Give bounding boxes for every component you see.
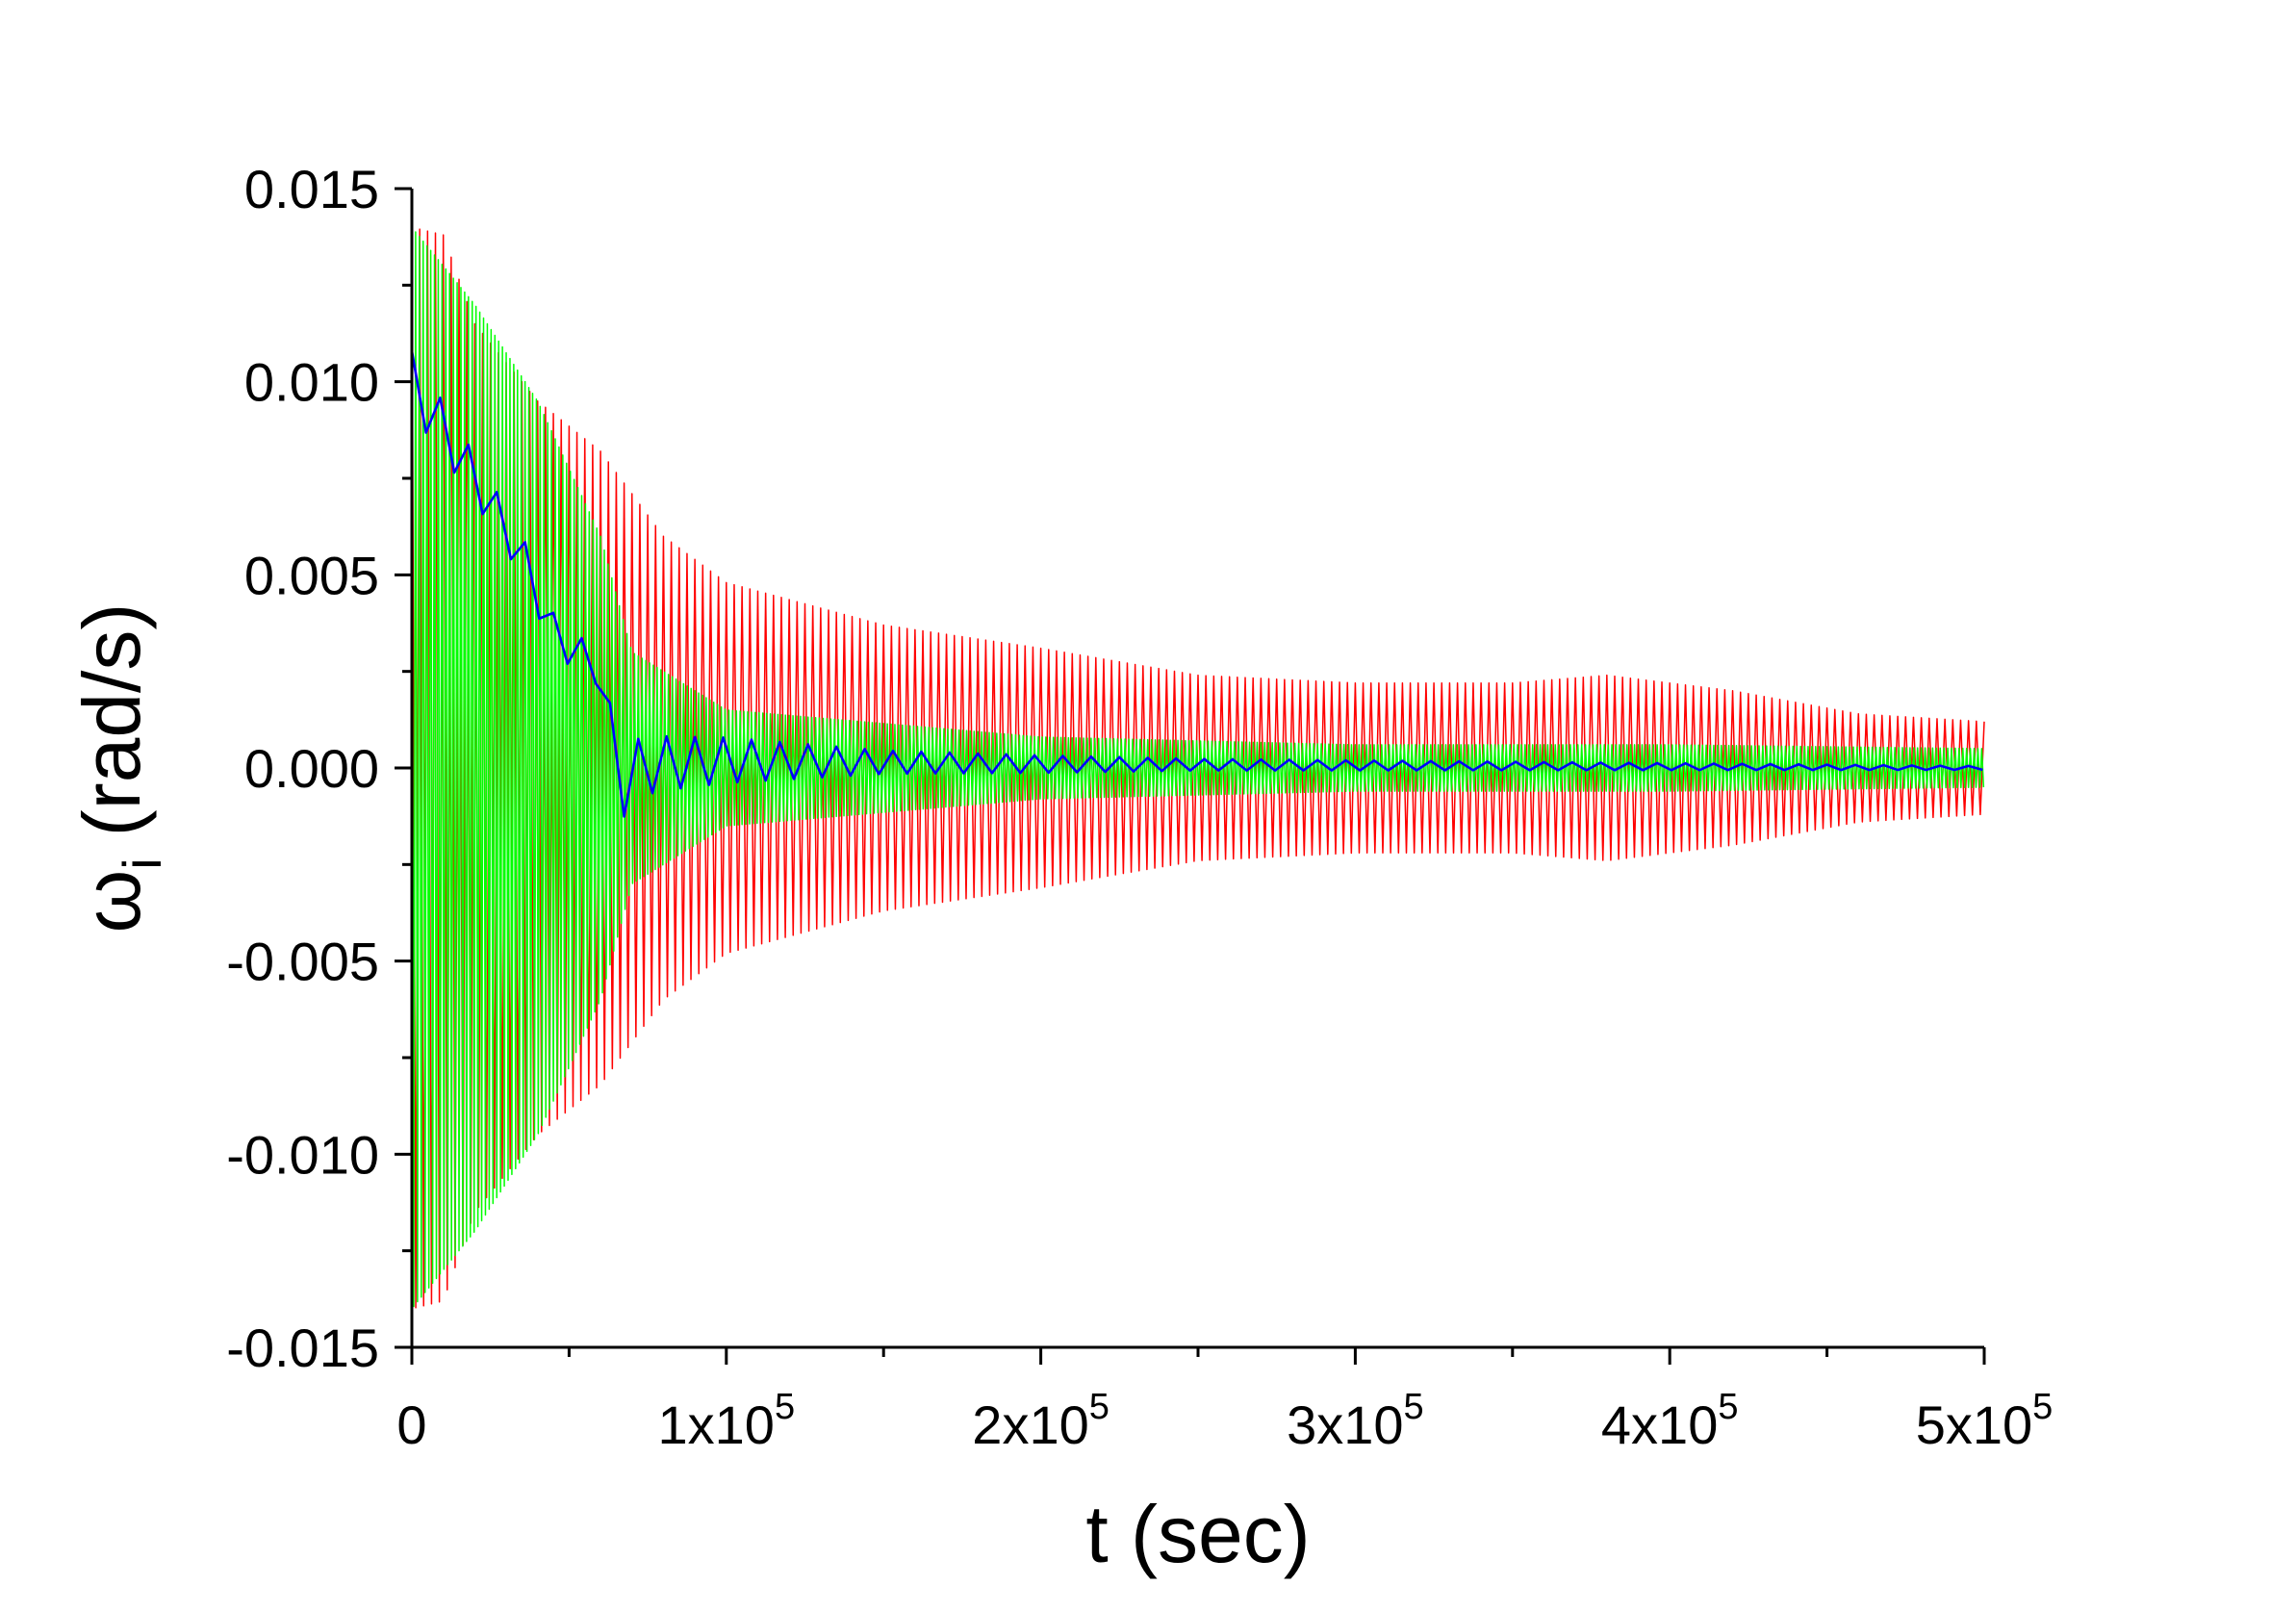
x-axis-title: t (sec) — [1085, 1489, 1310, 1579]
series-blue-line — [410, 350, 1983, 818]
y-tick-label: -0.010 — [226, 1124, 379, 1185]
ticks-layer: 0.015 0.010 0.005 0.000 -0.005 -0.010 -0.015 0 1… — [226, 159, 2053, 1455]
y-tick-label: 0.015 — [244, 159, 379, 219]
x-tick-label: 3x105 — [1287, 1387, 1424, 1455]
x-tick-label: 2x105 — [972, 1387, 1110, 1455]
x-tick-label: 4x105 — [1601, 1387, 1739, 1455]
y-axis-title: ωi (rad/s) — [66, 603, 172, 933]
series-layer — [410, 227, 1985, 1309]
y-tick-label: -0.015 — [226, 1317, 379, 1378]
series-green-line — [411, 227, 1985, 1308]
y-tick-label: 0.005 — [244, 545, 379, 605]
x-tick-label: 1x105 — [658, 1387, 796, 1455]
y-tick-label: 0.000 — [244, 738, 379, 799]
y-axis-unit: (rad/s) — [66, 603, 157, 837]
y-tick-label: 0.010 — [244, 352, 379, 413]
y-axis-subscript: i — [112, 857, 172, 869]
x-tick-label: 5x105 — [1916, 1387, 2054, 1455]
titles-layer: t (sec) ωi (rad/s) — [66, 603, 1311, 1579]
x-tick-label: 0 — [396, 1394, 426, 1455]
y-tick-label: -0.005 — [226, 932, 379, 992]
y-axis-symbol: ω — [66, 870, 157, 933]
